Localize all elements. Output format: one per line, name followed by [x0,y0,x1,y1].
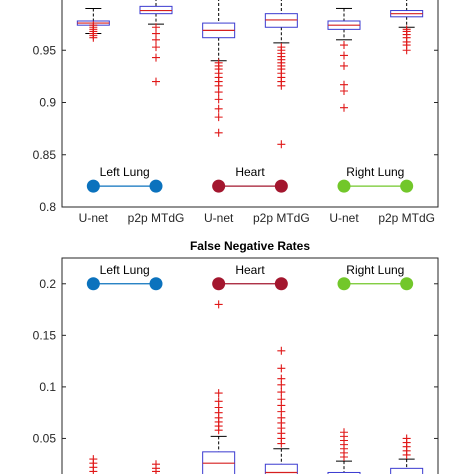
outlier-point [89,21,98,30]
x-tick-label: p2p MTdG [128,211,185,225]
outlier-point [277,43,286,52]
outlier-point [152,77,160,86]
box-6 [390,0,424,55]
outlier-point [277,346,286,355]
outlier-point [214,95,223,104]
legend-marker [212,179,226,193]
box-2 [152,460,160,474]
legend-marker [400,277,414,291]
legend-marker [400,179,414,193]
y-tick-label: 0.85 [33,148,57,162]
outlier-point [214,104,223,113]
box-iqr [390,467,424,474]
plot-area [89,300,424,474]
legend-item: Left Lung [86,165,163,193]
legend-item: Heart [212,263,288,291]
legend-marker [149,179,163,193]
outlier-point [340,428,348,437]
x-tick-label: U-net [79,211,109,225]
outlier-point [340,80,348,89]
box-5 [327,428,361,474]
outlier-point [402,25,411,34]
legend-marker [274,179,288,193]
outlier-point [340,61,348,70]
box-1 [76,7,110,42]
y-tick-label: 0.8 [39,200,56,214]
x-tick-label: p2p MTdG [253,211,310,225]
box-4 [264,0,298,149]
box-3 [202,300,236,474]
box-3 [202,0,236,137]
legend-label: Heart [235,165,265,179]
legend-marker [212,277,226,291]
y-tick-label: 0.95 [33,43,57,57]
plot-area [76,0,424,149]
outlier-point [277,140,286,149]
box-1 [89,455,98,474]
x-tick-label: U-net [204,211,234,225]
outlier-point [340,41,348,50]
box-2 [139,0,173,86]
legend-marker [149,277,163,291]
chart-title: False Negative Rates [190,239,310,253]
outlier-point [214,128,223,137]
x-tick-label: U-net [329,211,359,225]
legend-label: Left Lung [100,263,150,277]
legend-item: Right Lung [337,263,414,291]
legend-marker [86,179,100,193]
box-4 [264,346,298,474]
outlier-point [277,388,286,397]
y-tick-label: 0.1 [39,380,56,394]
box-iqr [327,471,361,474]
legend-item: Left Lung [86,263,163,291]
outlier-point [214,397,223,406]
false-negative-panel: False Negative Rates 0.05 0.1 0.15 0.2 Left L… [33,239,439,474]
legend-marker [274,277,288,291]
outlier-point [402,434,411,443]
legend-label: Left Lung [100,165,150,179]
outlier-point [277,395,286,404]
plot-frame [61,257,439,474]
legend-label: Right Lung [346,263,404,277]
x-tick-label: p2p MTdG [378,211,435,225]
box-5 [327,7,361,112]
outlier-point [340,51,348,60]
y-tick-label: 0.2 [39,277,56,291]
dice-panel: 0.8 0.85 0.9 0.95 U-net p2p MTdG U-net p2p MTdG… [33,0,439,225]
outlier-point [89,455,98,464]
y-tick-label: 0.9 [39,96,56,110]
y-tick-label: 0.15 [33,328,57,342]
outlier-point [152,23,160,32]
outlier-point [214,113,223,122]
outlier-point [152,53,160,62]
legend-item: Right Lung [337,165,414,193]
legend-item: Heart [212,165,288,193]
legend-marker [337,277,351,291]
legend-label: Right Lung [346,165,404,179]
outlier-point [214,389,223,398]
outlier-point [214,300,223,309]
legend-label: Heart [235,263,265,277]
outlier-point [277,364,286,373]
outlier-point [152,460,160,469]
box-6 [390,434,424,474]
y-tick-label: 0.05 [33,431,57,445]
legend-marker [86,277,100,291]
legend-marker [337,179,351,193]
outlier-point [277,374,286,383]
outlier-point [340,103,348,112]
outlier-point [214,58,223,67]
outlier-point [152,43,160,52]
